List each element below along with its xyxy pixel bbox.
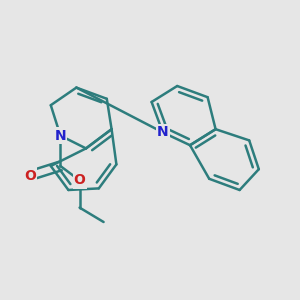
Text: N: N [55,129,66,142]
Text: N: N [157,125,169,140]
Text: O: O [24,169,36,183]
Text: O: O [74,173,85,188]
